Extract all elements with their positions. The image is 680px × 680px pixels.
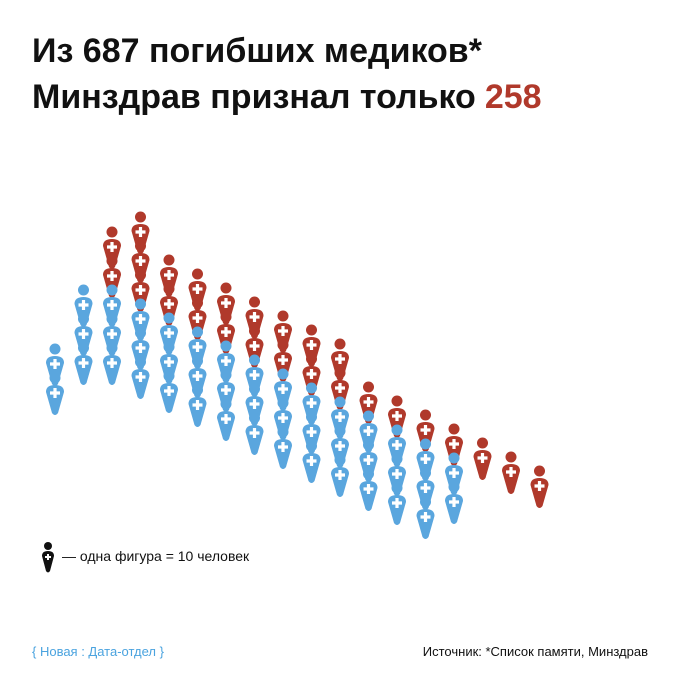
figure bbox=[359, 468, 378, 511]
brand: { Новая : Дата-отдел } bbox=[32, 644, 165, 659]
title-line: Минздрав признал только 258 bbox=[32, 78, 542, 116]
pictogram bbox=[46, 211, 549, 539]
figure bbox=[188, 268, 207, 311]
figure bbox=[131, 211, 150, 254]
figure bbox=[473, 437, 492, 480]
figure bbox=[302, 324, 321, 367]
figure bbox=[445, 481, 463, 524]
legend-text: — одна фигура = 10 человек bbox=[62, 548, 250, 564]
figure bbox=[217, 282, 235, 325]
figure bbox=[245, 412, 264, 455]
figure bbox=[416, 496, 435, 539]
source: Источник: *Список памяти, Минздрав bbox=[423, 644, 648, 659]
figure bbox=[131, 356, 150, 399]
figure bbox=[188, 384, 207, 427]
figure bbox=[302, 440, 321, 483]
figure bbox=[74, 342, 93, 385]
title-highlight: 258 bbox=[485, 78, 542, 116]
figure bbox=[388, 482, 406, 525]
figure bbox=[103, 226, 121, 269]
title-text: Минздрав признал только bbox=[32, 78, 476, 116]
figure bbox=[331, 454, 349, 497]
figure bbox=[46, 372, 64, 415]
figure bbox=[103, 342, 121, 385]
figure bbox=[331, 338, 349, 381]
figure bbox=[502, 451, 520, 494]
figure bbox=[245, 296, 264, 339]
title-line: Из 687 погибших медиков* bbox=[32, 32, 483, 70]
figure bbox=[160, 254, 178, 297]
figure bbox=[274, 310, 292, 353]
figure bbox=[160, 370, 178, 413]
figure bbox=[274, 426, 292, 469]
figure bbox=[217, 398, 235, 441]
figure bbox=[530, 465, 549, 508]
legend-icon bbox=[42, 542, 54, 573]
